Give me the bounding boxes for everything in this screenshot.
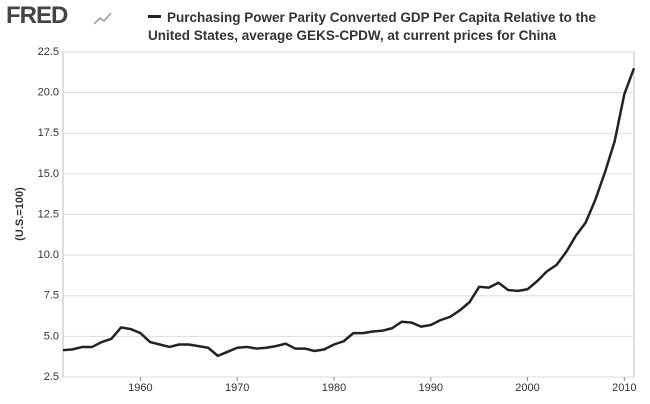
logo-icon <box>93 12 112 25</box>
x-tick-label: 1970 <box>225 382 249 394</box>
y-tick-label: 2.5 <box>44 371 59 383</box>
data-line <box>62 67 636 358</box>
legend-swatch <box>148 14 161 18</box>
x-tick-label: 2010 <box>612 382 636 394</box>
y-tick-label: 7.5 <box>44 290 59 302</box>
y-axis-label: (U.S.=100) <box>14 187 26 241</box>
y-tick-label: 12.5 <box>38 208 59 220</box>
x-tick-label: 1990 <box>419 382 443 394</box>
x-tick-label: 1960 <box>128 382 152 394</box>
y-tick-label: 10.0 <box>38 249 59 261</box>
y-tick-label: 5.0 <box>44 330 59 342</box>
legend-label: Purchasing Power Parity Converted GDP Pe… <box>148 10 596 43</box>
y-tick-label: 17.5 <box>38 127 59 139</box>
y-tick-label: 20.0 <box>38 87 59 99</box>
logo: FRED <box>6 2 68 29</box>
x-tick-label: 1980 <box>322 382 346 394</box>
y-tick-label: 15.0 <box>38 168 59 180</box>
x-tick-label: 2000 <box>515 382 539 394</box>
y-tick-label: 22.5 <box>38 46 59 58</box>
legend: Purchasing Power Parity Converted GDP Pe… <box>148 9 608 45</box>
